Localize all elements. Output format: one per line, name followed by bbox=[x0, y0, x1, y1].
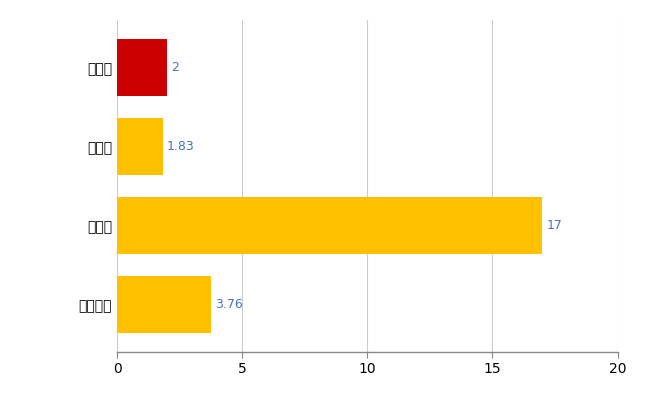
Text: 17: 17 bbox=[546, 219, 562, 232]
Text: 1.83: 1.83 bbox=[166, 140, 194, 153]
Bar bbox=[117, 276, 211, 333]
Bar bbox=[117, 197, 542, 254]
Bar bbox=[117, 39, 167, 96]
Text: 2: 2 bbox=[171, 61, 179, 74]
Text: 3.76: 3.76 bbox=[215, 298, 242, 311]
Bar bbox=[117, 118, 162, 175]
